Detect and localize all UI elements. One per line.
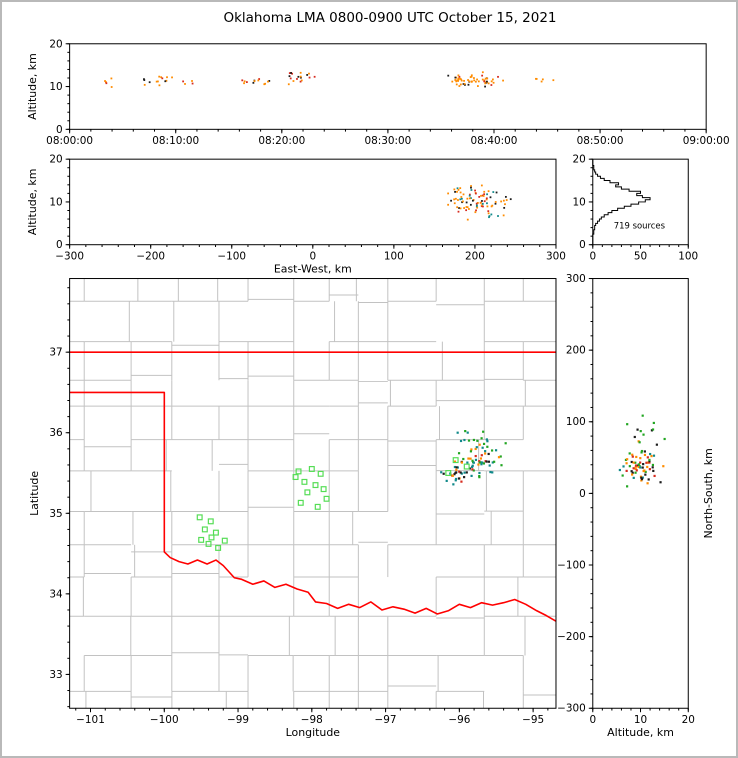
- svg-text:08:10:00: 08:10:00: [152, 135, 199, 147]
- panel-plan-map: −101 −100 −99 −98 −97 −96 −95 33 34 35 36 37 Latitud…: [28, 278, 557, 739]
- svg-text:20: 20: [573, 154, 586, 166]
- svg-text:−101: −101: [76, 714, 105, 726]
- panel-source-histogram: 0 50 100 0 10 20 719 sources: [573, 154, 699, 263]
- svg-text:08:00:00: 08:00:00: [46, 135, 93, 147]
- svg-text:−200: −200: [557, 631, 586, 643]
- svg-text:Altitude, km: Altitude, km: [607, 726, 674, 739]
- svg-text:200: 200: [566, 345, 586, 357]
- svg-text:−300: −300: [55, 251, 84, 263]
- svg-text:719 sources: 719 sources: [614, 220, 665, 230]
- svg-text:20: 20: [49, 38, 62, 50]
- svg-text:08:30:00: 08:30:00: [364, 135, 411, 147]
- panel-ns-height: 0 10 20 −300 −200 −100 0 100 200 300 Altitude, km N…: [557, 273, 715, 739]
- svg-text:−100: −100: [150, 714, 179, 726]
- svg-text:10: 10: [49, 196, 62, 208]
- svg-text:35: 35: [49, 508, 62, 520]
- svg-text:−95: −95: [522, 714, 544, 726]
- svg-text:08:40:00: 08:40:00: [471, 135, 518, 147]
- svg-text:09:00:00: 09:00:00: [683, 135, 730, 147]
- svg-text:0: 0: [579, 488, 586, 500]
- svg-text:100: 100: [566, 416, 586, 428]
- svg-text:−99: −99: [227, 714, 249, 726]
- svg-text:37: 37: [49, 347, 62, 359]
- svg-text:08:50:00: 08:50:00: [577, 135, 624, 147]
- svg-text:33: 33: [49, 669, 62, 681]
- svg-text:Altitude, km: Altitude, km: [26, 53, 39, 120]
- svg-text:−200: −200: [136, 251, 165, 263]
- svg-text:300: 300: [546, 251, 566, 263]
- svg-text:−96: −96: [448, 714, 470, 726]
- svg-text:0: 0: [309, 251, 316, 263]
- svg-text:−97: −97: [375, 714, 397, 726]
- svg-text:0: 0: [56, 124, 63, 136]
- svg-text:Altitude, km: Altitude, km: [26, 169, 39, 236]
- svg-text:East-West, km: East-West, km: [274, 263, 352, 276]
- svg-text:100: 100: [678, 251, 698, 263]
- svg-text:36: 36: [49, 427, 62, 439]
- svg-text:34: 34: [49, 588, 63, 600]
- svg-text:20: 20: [682, 714, 695, 726]
- svg-text:North-South, km: North-South, km: [702, 448, 715, 538]
- svg-text:−100: −100: [557, 559, 586, 571]
- svg-text:Latitude: Latitude: [28, 471, 41, 516]
- svg-text:100: 100: [384, 251, 404, 263]
- svg-text:0: 0: [589, 714, 596, 726]
- svg-text:10: 10: [573, 196, 586, 208]
- svg-text:−100: −100: [217, 251, 246, 263]
- svg-text:0: 0: [589, 251, 596, 263]
- svg-text:10: 10: [634, 714, 647, 726]
- svg-text:0: 0: [56, 239, 63, 251]
- panel-ew-height: −300 −200 −100 0 100 200 300 0 10 20 Altitude, km E…: [26, 154, 566, 276]
- svg-text:0: 0: [579, 239, 586, 251]
- svg-text:08:20:00: 08:20:00: [258, 135, 305, 147]
- svg-text:Longitude: Longitude: [286, 726, 341, 739]
- svg-text:50: 50: [634, 251, 647, 263]
- figure-title: Oklahoma LMA 0800-0900 UTC October 15, 2…: [223, 10, 557, 26]
- svg-text:−300: −300: [557, 703, 586, 715]
- panel-time-height: 08:00:00 08:10:00 08:20:00 08:30:00 08:40:00…: [26, 38, 730, 147]
- svg-text:−98: −98: [301, 714, 323, 726]
- svg-text:200: 200: [465, 251, 485, 263]
- svg-text:300: 300: [566, 273, 586, 285]
- svg-text:20: 20: [49, 154, 62, 166]
- svg-text:10: 10: [49, 81, 62, 93]
